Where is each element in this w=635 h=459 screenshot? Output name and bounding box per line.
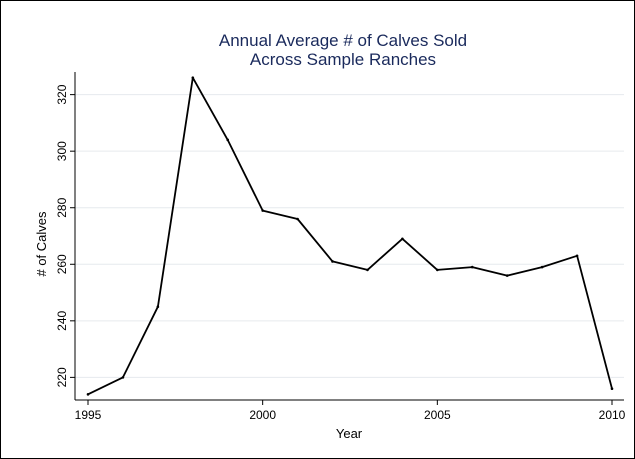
data-point [610,387,614,390]
y-tick-label: 280 [55,197,69,217]
y-tick-label: 300 [55,141,69,161]
data-point [296,217,299,221]
data-point [331,260,334,263]
y-tick-label: 240 [55,310,69,330]
series [86,76,614,396]
series-line [87,76,613,396]
y-tick-label: 320 [55,84,69,104]
data-point [575,254,579,258]
data-point [366,268,369,272]
x-tick-label: 2010 [599,408,626,422]
data-point [226,138,230,142]
chart-title-line-2: Across Sample Ranches [250,50,436,69]
y-tick-label: 220 [55,367,69,387]
axes: 220 240 260 280 300 320 1995 2000 2005 2010 [55,72,626,422]
data-point [401,237,404,241]
x-tick-label: 2000 [249,408,276,422]
x-axis-label: Year [336,426,363,441]
data-point [191,76,195,79]
data-point [121,376,125,379]
data-point [540,265,544,269]
gridlines [75,94,624,378]
data-point [86,393,90,396]
chart-title-line-1: Annual Average # of Calves Sold [219,31,467,50]
data-point [436,268,439,272]
data-point [505,274,509,277]
data-point [261,209,264,212]
y-tick-label: 260 [55,254,69,274]
x-tick-label: 1995 [75,408,102,422]
data-point [156,305,160,308]
data-point [470,265,474,269]
x-tick-label: 2005 [424,408,451,422]
y-axis-label: # of Calves [34,211,49,277]
